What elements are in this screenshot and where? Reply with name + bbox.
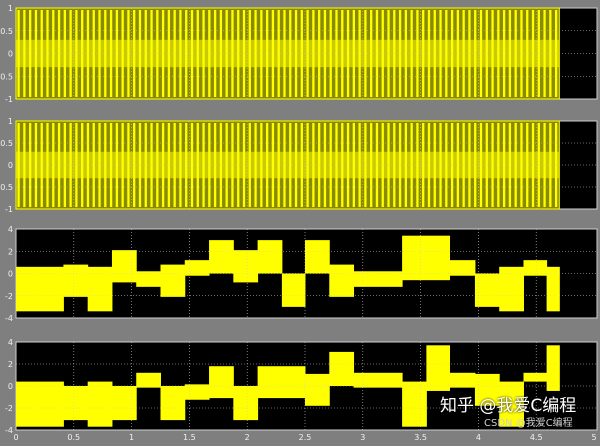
x-tick-label: 5 [591,433,596,442]
signal-segment [160,264,186,297]
y-tick-label: 0.5 [0,27,13,36]
signal-segment [305,240,330,274]
signal-segment [474,273,500,307]
signal-segment [546,266,560,312]
signal-segment [16,266,64,312]
signal-segment [136,372,161,388]
y-tick-label: 0.5 [0,139,13,148]
signal-segment [111,250,137,283]
signal-segment [184,260,210,276]
y-tick-label: -2 [5,404,13,413]
y-tick-label: -0.5 [0,72,13,81]
x-tick-label: 1 [129,433,134,442]
signal-segment [209,366,234,399]
signal-segment [402,381,427,427]
scope-panel-1: 1 0.5 0 -0.5 -1 [0,4,598,104]
y-tick-label: 1 [8,4,13,13]
y-tick-label: 2 [8,360,13,369]
y-tick-label: -2 [5,292,13,301]
signal-segment [63,264,89,297]
y-tick-label: 4 [8,338,13,347]
x-tick-label: 4.5 [530,433,543,442]
y-tick-label: -4 [5,314,13,323]
signal-segment [449,372,476,388]
scope-panel-2: 1 0.5 0 -0.5 -1 [0,117,598,214]
signal-segment [499,381,524,427]
x-tick-label: 4 [476,433,481,442]
signal-segment [160,386,186,421]
scope-panel-4: 420-2-40 0.5 1 1.5 2 2.5 3 3.5 4 4.5 5 [5,338,598,442]
signal-segment [353,271,403,287]
y-tick-label: 0 [8,270,13,279]
signal-segment [63,386,89,421]
signal-segment [305,373,330,406]
signal-segment [523,372,548,382]
y-tick-label: 1 [8,117,13,126]
y-tick-label: 0 [8,382,13,391]
zhihu-watermark: 知乎 @我爱C编程 [440,396,577,416]
y-tick-label: 4 [8,225,13,234]
signal-segment [136,271,161,287]
signal-segment [87,266,113,312]
signal-segment [329,264,355,297]
signal-segment [87,381,113,427]
y-tick-label: -0.5 [0,183,13,192]
y-tick-label: 0 [8,161,13,170]
signal-segment [209,240,234,274]
signal-segment [233,250,259,283]
signal-segment [257,240,283,274]
signal-segment [426,345,450,391]
x-tick-label: 1.5 [183,433,196,442]
signal-segment [233,386,259,421]
signal-segment [546,345,560,391]
y-tick-label: 0 [8,50,13,59]
signal-segment [449,260,476,276]
signal-segment [499,266,524,312]
signal-segment [474,373,500,406]
signal-segment [353,372,403,388]
y-tick-label: -1 [5,95,13,104]
x-tick-label: 0 [13,433,18,442]
signal-segment [329,351,355,386]
y-tick-label: -1 [5,205,13,214]
signal-segment [402,235,450,281]
signal-segment [523,260,548,276]
csdn-watermark: CSDN @我爱C编程 [484,418,573,429]
signal-segment [111,386,137,421]
signal-segment [281,273,306,307]
scope-panel-3: 4 2 0 -2 -4 [5,225,598,323]
x-tick-label: 3 [360,433,365,442]
signal-segment [16,381,64,427]
x-tick-label: 2.5 [299,433,312,442]
x-tick-label: 3.5 [414,433,427,442]
signal-segment [184,384,210,400]
x-tick-label: 2 [245,433,250,442]
signal-segment [257,366,306,399]
y-tick-label: 2 [8,247,13,256]
y-tick-label: -4 [5,426,13,435]
x-tick-label: 0.5 [67,433,80,442]
